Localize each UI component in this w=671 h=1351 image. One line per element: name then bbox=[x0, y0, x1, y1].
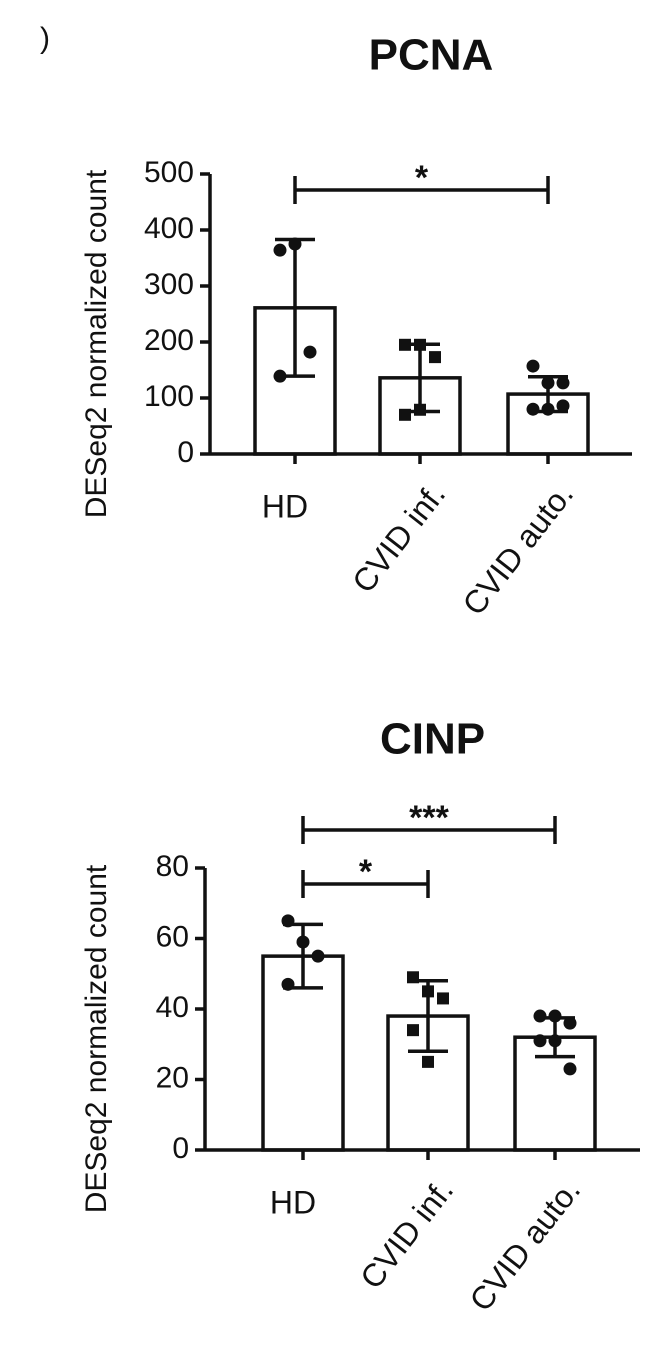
significance-label: * bbox=[415, 159, 429, 197]
y-tick-label: 80 bbox=[156, 850, 189, 883]
y-tick-label: 0 bbox=[177, 436, 194, 469]
data-point bbox=[533, 1009, 547, 1023]
data-point bbox=[563, 1062, 577, 1076]
significance-label: * bbox=[359, 853, 373, 891]
y-tick-label: 60 bbox=[156, 920, 189, 953]
significance-label: *** bbox=[409, 799, 449, 837]
y-axis-label: DESeq2 normalized count bbox=[80, 169, 113, 518]
data-point bbox=[273, 369, 287, 383]
x-tick-label: CVID inf. bbox=[345, 476, 452, 599]
data-point bbox=[281, 977, 295, 991]
y-tick-label: 40 bbox=[156, 991, 189, 1024]
data-point bbox=[526, 359, 540, 373]
data-point bbox=[541, 402, 555, 416]
data-point bbox=[429, 351, 441, 364]
x-tick-label: CVID auto. bbox=[455, 476, 580, 621]
panel-label: ) bbox=[40, 22, 50, 55]
data-point bbox=[414, 338, 426, 351]
data-point bbox=[526, 402, 540, 416]
y-tick-label: 20 bbox=[156, 1061, 189, 1094]
y-tick-label: 400 bbox=[144, 212, 194, 245]
y-tick-label: 300 bbox=[144, 268, 194, 301]
data-point bbox=[296, 935, 310, 949]
x-tick-label: HD bbox=[270, 1184, 316, 1220]
data-point bbox=[407, 971, 419, 984]
x-tick-label: CVID inf. bbox=[353, 1172, 460, 1295]
data-point bbox=[563, 1016, 577, 1030]
data-point bbox=[556, 376, 570, 390]
chart-title: CINP bbox=[380, 715, 485, 764]
y-tick-label: 100 bbox=[144, 380, 194, 413]
data-point bbox=[437, 992, 449, 1005]
data-point bbox=[273, 243, 287, 257]
data-point bbox=[556, 399, 570, 413]
data-point bbox=[281, 914, 295, 928]
data-point bbox=[548, 1034, 562, 1048]
data-point bbox=[303, 345, 317, 359]
y-axis-label: DESeq2 normalized count bbox=[80, 864, 113, 1213]
data-point bbox=[422, 1055, 434, 1068]
data-point bbox=[399, 408, 411, 421]
data-point bbox=[541, 376, 555, 390]
x-tick-label: CVID auto. bbox=[462, 1172, 587, 1317]
data-point bbox=[407, 1024, 419, 1037]
y-tick-label: 0 bbox=[172, 1132, 189, 1165]
data-point bbox=[288, 237, 302, 251]
chart-title: PCNA bbox=[369, 31, 494, 80]
data-point bbox=[533, 1034, 547, 1048]
data-point bbox=[548, 1009, 562, 1023]
y-tick-label: 200 bbox=[144, 324, 194, 357]
data-point bbox=[414, 403, 426, 416]
data-point bbox=[311, 949, 325, 963]
data-point bbox=[422, 985, 434, 998]
x-tick-label: HD bbox=[262, 488, 308, 524]
data-point bbox=[399, 338, 411, 351]
y-tick-label: 500 bbox=[144, 156, 194, 189]
